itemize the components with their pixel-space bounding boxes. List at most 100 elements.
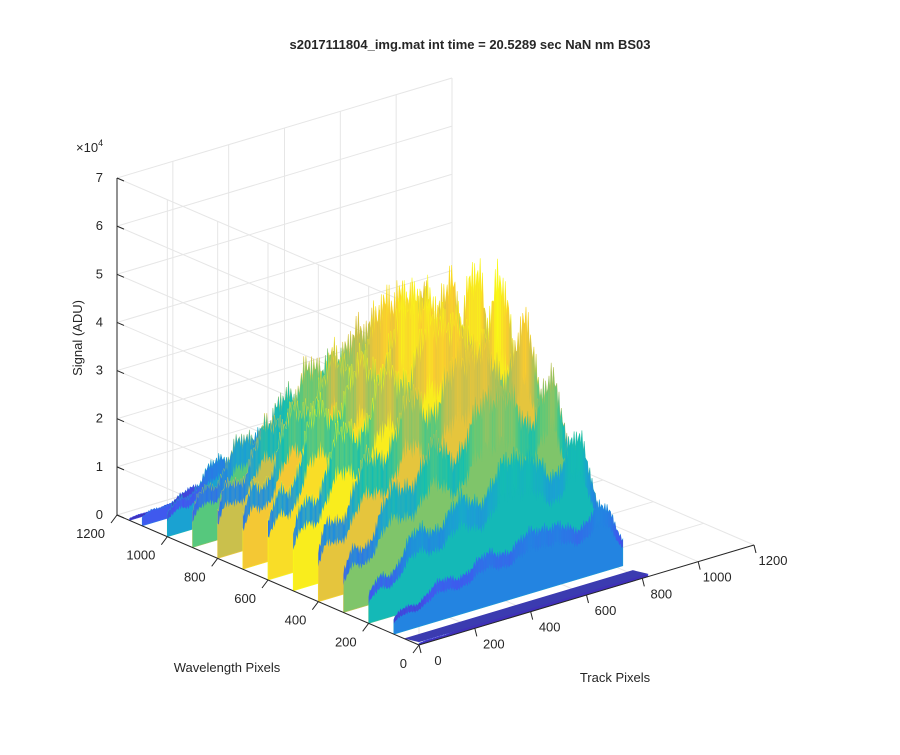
surface-facet bbox=[431, 441, 433, 487]
surface-facet bbox=[539, 458, 541, 493]
surface-facet bbox=[224, 480, 226, 508]
surface-facet bbox=[443, 519, 445, 550]
surface-facet bbox=[575, 431, 577, 483]
surface-facet bbox=[215, 486, 218, 504]
surface-facet bbox=[378, 451, 380, 491]
surface-facet bbox=[244, 474, 246, 503]
surface-facet bbox=[437, 578, 439, 595]
surface-facet bbox=[549, 471, 551, 508]
surface-facet bbox=[508, 457, 510, 498]
surface-facet bbox=[453, 360, 455, 431]
surface-facet bbox=[549, 526, 551, 547]
surface-facet bbox=[401, 487, 403, 518]
surface-facet bbox=[484, 552, 486, 573]
surface-facet bbox=[610, 511, 612, 533]
surface-facet bbox=[200, 492, 202, 509]
surface-facet bbox=[402, 555, 404, 574]
surface-facet bbox=[349, 489, 351, 530]
surface-facet bbox=[295, 465, 297, 508]
surface-facet bbox=[242, 511, 244, 532]
surface-facet bbox=[526, 306, 528, 397]
surface-facet bbox=[473, 561, 475, 581]
surface-facet bbox=[296, 513, 298, 540]
surface-facet bbox=[590, 511, 592, 538]
surface-facet bbox=[398, 558, 400, 580]
surface-facet bbox=[519, 454, 521, 502]
surface-facet bbox=[240, 433, 242, 471]
surface-facet bbox=[459, 441, 461, 493]
surface-facet bbox=[408, 400, 410, 451]
surface-facet bbox=[396, 614, 398, 621]
surface-facet bbox=[494, 473, 496, 512]
surface-facet bbox=[336, 513, 338, 547]
surface-facet bbox=[498, 551, 500, 572]
surface-facet bbox=[375, 306, 377, 379]
surface-facet bbox=[316, 497, 318, 524]
surface-facet bbox=[608, 510, 610, 529]
surface-facet bbox=[185, 490, 187, 499]
surface-facet bbox=[419, 602, 421, 610]
surface-facet bbox=[243, 476, 245, 503]
surface-facet bbox=[298, 504, 300, 535]
surface-facet bbox=[495, 269, 497, 367]
surface-facet bbox=[406, 386, 408, 457]
surface-facet bbox=[414, 281, 416, 367]
surface-facet bbox=[570, 437, 572, 475]
surface-facet bbox=[475, 275, 477, 356]
surface-facet bbox=[519, 405, 521, 468]
surface-facet bbox=[439, 450, 441, 490]
surface-facet bbox=[469, 275, 471, 346]
surface-facet bbox=[479, 502, 481, 529]
surface-facet bbox=[240, 478, 242, 504]
surface-facet bbox=[213, 460, 215, 481]
surface-facet bbox=[515, 402, 517, 452]
x-tick bbox=[641, 578, 645, 587]
surface-facet bbox=[564, 459, 566, 492]
surface-facet bbox=[433, 434, 436, 488]
surface-facet bbox=[343, 421, 345, 482]
grid-line bbox=[116, 173, 453, 275]
surface-facet bbox=[446, 576, 448, 593]
surface-facet bbox=[419, 329, 421, 416]
surface-facet bbox=[444, 512, 446, 550]
surface-facet bbox=[491, 300, 493, 366]
surface-facet bbox=[397, 478, 399, 526]
surface-facet bbox=[407, 477, 409, 521]
surface-facet bbox=[432, 434, 434, 482]
surface-facet bbox=[488, 547, 490, 569]
surface-facet bbox=[328, 409, 330, 468]
surface-facet bbox=[443, 578, 445, 594]
surface-facet bbox=[265, 413, 267, 464]
surface-facet bbox=[603, 503, 605, 528]
surface-facet bbox=[529, 444, 531, 496]
surface-facet bbox=[388, 436, 390, 495]
surface-facet bbox=[476, 404, 478, 464]
surface-facet bbox=[280, 422, 282, 478]
surface-facet bbox=[388, 352, 390, 432]
y-tick-label: 600 bbox=[234, 591, 256, 606]
surface-facet bbox=[263, 413, 265, 463]
surface-facet bbox=[497, 551, 499, 572]
surface-facet bbox=[363, 548, 365, 566]
surface-facet bbox=[435, 524, 437, 555]
surface-facet bbox=[535, 527, 537, 552]
surface-facet bbox=[251, 449, 253, 485]
grid-line bbox=[116, 221, 453, 323]
surface-facet bbox=[408, 485, 410, 521]
surface-facet bbox=[475, 340, 477, 418]
surface-facet bbox=[188, 495, 190, 510]
surface-facet bbox=[399, 608, 401, 619]
surface-facet bbox=[213, 487, 215, 506]
surface-facet bbox=[434, 524, 436, 553]
surface-facet bbox=[321, 476, 323, 521]
surface-facet bbox=[618, 531, 620, 546]
surface-facet bbox=[472, 568, 474, 581]
surface-facet bbox=[445, 309, 447, 393]
surface-facet bbox=[369, 539, 371, 564]
surface-facet bbox=[480, 332, 482, 418]
surface-facet bbox=[172, 501, 174, 516]
surface-facet bbox=[444, 365, 446, 438]
surface-facet bbox=[421, 328, 423, 409]
surface-facet bbox=[268, 476, 270, 503]
surface-facet bbox=[344, 565, 346, 582]
